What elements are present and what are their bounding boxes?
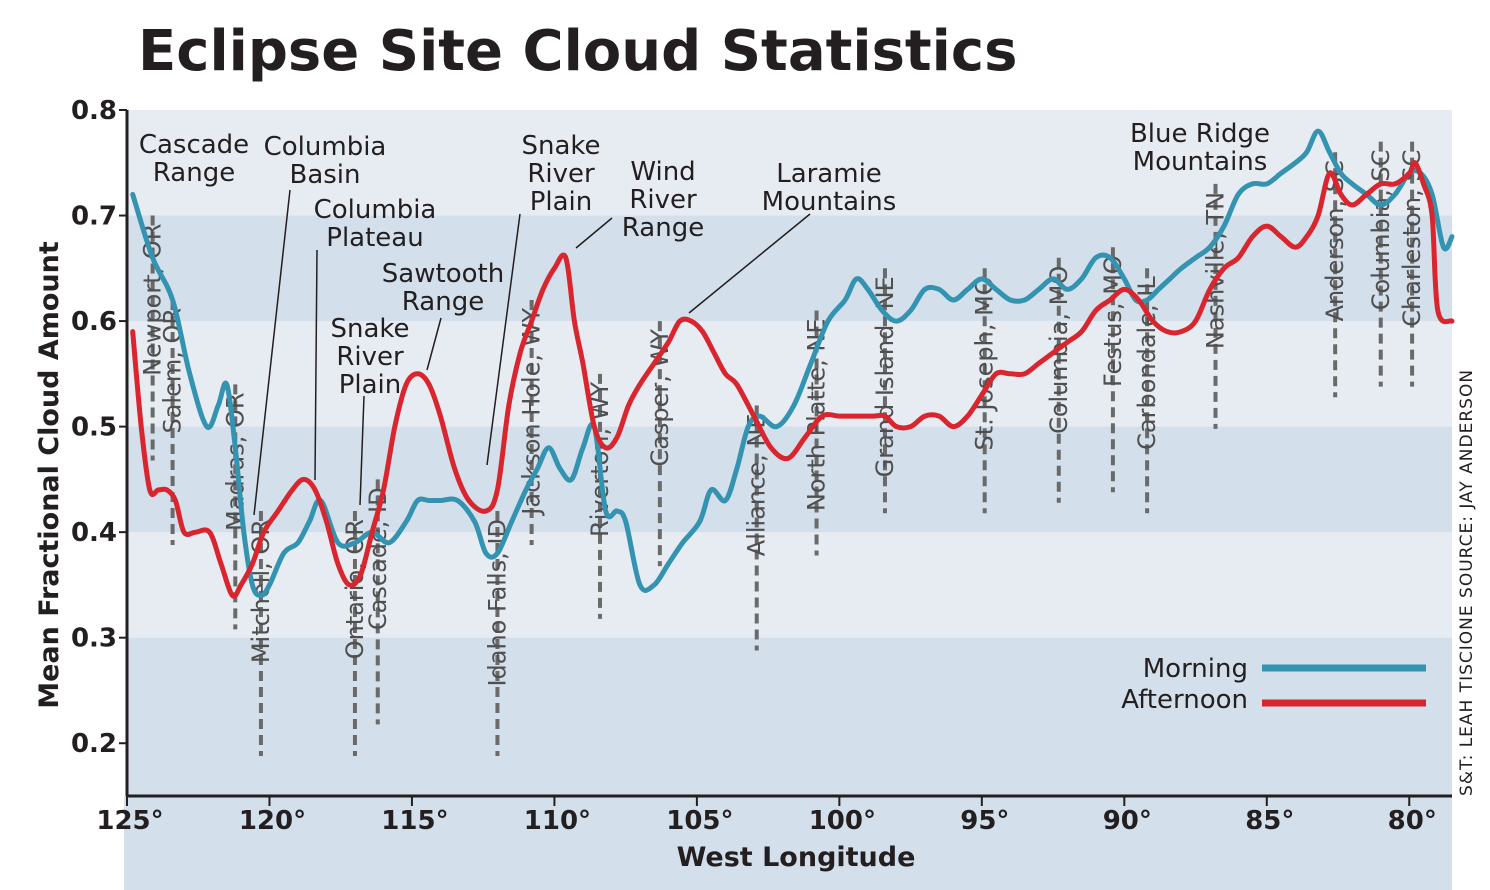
annotation-leader [359,395,365,506]
annotation-text: Mountains [1133,147,1268,177]
annotation-text: River [336,342,404,372]
site-label: St. Joseph, MO [971,276,999,450]
site-label: Grand Island, NE [871,276,899,477]
annotation-text: Range [153,158,235,188]
annotation-text: River [527,159,595,189]
legend: Morning Afternoon [1121,654,1426,715]
y-tick-label: 0.6 [71,307,117,337]
annotation-leader [253,189,291,516]
x-tick-label: 95° [960,806,1009,836]
y-tick-label: 0.3 [71,624,117,654]
site-label: Carbondale, IL [1133,276,1161,450]
annotation-text: Blue Ridge [1130,119,1270,149]
series-line-morning [130,128,1455,598]
band-0 [127,215,1452,322]
x-tick-label: 85° [1245,806,1294,836]
x-tick-label: 100° [809,806,876,836]
axes [125,110,1452,798]
annotation-text: Plain [339,370,402,400]
x-tick-label: 80° [1388,806,1437,836]
y-tick-label: 0.8 [71,96,117,126]
background-bands [124,110,1452,890]
y-axis-label: Mean Fractional Cloud Amount [34,241,65,709]
y-tick-label: 0.4 [71,518,117,548]
y-tick-label: 0.2 [71,729,117,759]
y-axis-ticks: 0.2 0.3 0.4 0.5 0.6 0.7 0.8 [71,96,127,759]
x-tick-label: 125° [96,806,163,836]
x-axis-ticks: 125° 120° 115° 110° 105° 100° 95° 90° 85° 80° [96,796,1437,836]
band-2 [127,637,1452,796]
y-tick-label: 0.7 [71,202,117,232]
source-credit: S&T: LEAH TISCIONE SOURCE: JAY ANDERSON [1457,369,1477,796]
x-tick-label: 90° [1103,806,1152,836]
x-tick-label: 115° [381,806,448,836]
site-label: Newport, OR [139,224,167,376]
chart-title: Eclipse Site Cloud Statistics [138,19,1017,84]
annotation-text: Wind [630,157,695,187]
site-label: Casper, WY [646,329,674,467]
x-axis-label: West Longitude [677,842,916,873]
legend-label-afternoon: Afternoon [1121,685,1248,715]
annotation-leader [426,317,442,371]
terrain-annotations: CascadeRangeColumbiaBasinColumbiaPlateau… [139,119,1270,516]
annotation-text: Snake [330,314,409,344]
annotation-text: Plateau [326,223,423,253]
x-axis-band [124,796,1452,890]
annotation-text: Columbia [314,195,437,225]
annotation-leader [486,213,521,466]
series-line-afternoon [130,160,1455,599]
x-tick-label: 110° [524,806,591,836]
annotation-text: River [629,185,697,215]
site-label: Jackson Hole, WY [518,308,546,517]
annotation-text: Snake [521,131,600,161]
annotation-text: Plain [530,187,593,217]
annotation-text: Cascade [139,130,249,160]
annotation-text: Laramie [776,159,882,189]
annotation-leader [314,249,318,481]
series-lines [130,128,1455,599]
annotation-text: Sawtooth [382,259,504,289]
annotation-text: Range [622,213,704,243]
x-tick-label: 120° [239,806,306,836]
annotation-leader [688,213,811,314]
annotation-text: Range [402,287,484,317]
annotation-text: Columbia [264,132,387,162]
band-1 [127,426,1452,533]
site-label: Salem, OR [159,308,187,434]
site-label: Idaho Falls, ID [483,519,511,687]
annotation-text: Mountains [762,187,897,217]
site-label: Columbia, SC [1367,150,1395,311]
y-tick-label: 0.5 [71,413,117,443]
legend-label-morning: Morning [1143,654,1248,684]
annotation-text: Basin [289,160,360,190]
x-tick-label: 105° [666,806,733,836]
annotation-leader [575,217,613,249]
